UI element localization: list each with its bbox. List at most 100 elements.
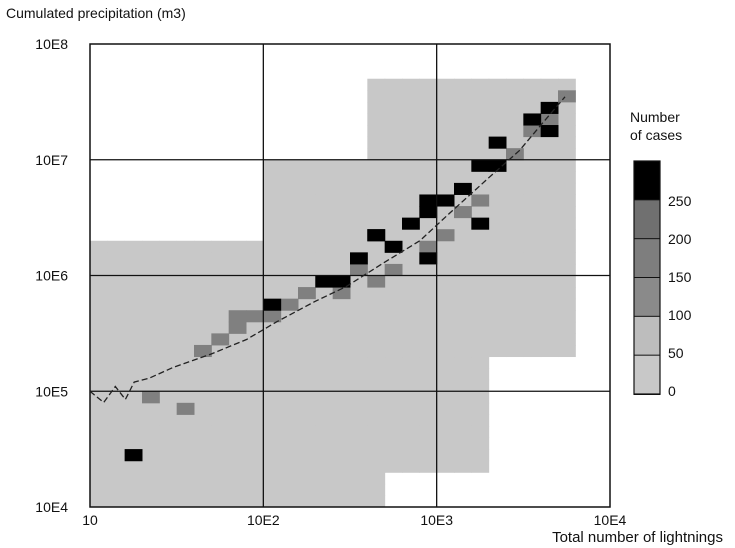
light-cell — [436, 321, 455, 334]
light-cell — [350, 472, 368, 485]
dark-cell — [523, 113, 542, 126]
light-cell — [211, 402, 230, 415]
light-cell — [488, 171, 507, 184]
light-cell — [419, 368, 438, 381]
light-cell — [107, 275, 126, 288]
light-cell — [280, 460, 299, 473]
light-cell — [228, 414, 247, 427]
light-cell — [263, 402, 282, 415]
light-cell — [159, 287, 178, 300]
light-cell — [540, 90, 559, 103]
light-cell — [540, 298, 559, 311]
light-cell — [90, 402, 108, 415]
light-cell — [228, 437, 247, 450]
light-cell — [159, 263, 178, 276]
light-cell — [142, 287, 160, 300]
light-cell — [454, 414, 472, 427]
light-cell — [280, 275, 299, 288]
light-cell — [194, 391, 212, 404]
medium-cell — [332, 287, 351, 300]
light-cell — [471, 333, 490, 346]
light-cell — [558, 240, 576, 253]
light-cell — [315, 391, 334, 404]
light-cell — [402, 321, 420, 334]
light-cell — [419, 414, 438, 427]
light-cell — [436, 159, 455, 172]
light-cell — [488, 125, 507, 138]
light-cell — [159, 321, 178, 334]
light-cell — [298, 414, 316, 427]
light-cell — [488, 263, 507, 276]
light-cell — [246, 356, 264, 369]
light-cell — [506, 321, 524, 334]
light-cell — [142, 414, 160, 427]
light-cell — [332, 217, 351, 230]
light-cell — [454, 148, 472, 161]
light-cell — [488, 240, 507, 253]
light-cell — [211, 344, 230, 358]
light-cell — [280, 240, 299, 253]
light-cell — [159, 437, 178, 450]
light-cell — [350, 310, 368, 323]
light-cell — [263, 495, 282, 508]
x-tick-label: 10E2 — [247, 512, 280, 528]
light-cell — [298, 310, 316, 323]
light-cell — [540, 206, 559, 219]
light-cell — [402, 113, 420, 126]
light-cell — [488, 275, 507, 288]
x-tick-label: 10 — [82, 512, 98, 528]
light-cell — [350, 182, 368, 195]
light-cell — [367, 379, 386, 392]
light-cell — [332, 263, 351, 276]
medium-cell — [142, 391, 160, 404]
light-cell — [176, 495, 195, 508]
light-cell — [488, 194, 507, 207]
light-cell — [523, 252, 542, 265]
light-cell — [246, 344, 264, 358]
light-cell — [194, 414, 212, 427]
light-cell — [540, 252, 559, 265]
light-cell — [246, 379, 264, 392]
light-cell — [124, 275, 143, 288]
light-cell — [263, 425, 282, 439]
light-cell — [142, 449, 160, 462]
x-axis-label: Total number of lightnings — [552, 529, 723, 546]
light-cell — [228, 495, 247, 508]
light-cell — [176, 414, 195, 427]
light-cell — [280, 182, 299, 195]
light-cell — [142, 263, 160, 276]
light-cell — [280, 391, 299, 404]
light-cell — [350, 287, 368, 300]
light-cell — [384, 356, 403, 369]
legend: Number of cases 250 200 150 100 50 0 — [630, 109, 692, 399]
light-cell — [228, 402, 247, 415]
light-cell — [523, 275, 542, 288]
light-cell — [384, 449, 403, 462]
light-cell — [558, 310, 576, 323]
light-cell — [506, 310, 524, 323]
dark-cell — [540, 101, 559, 114]
legend-swatch — [633, 354, 661, 395]
light-cell — [298, 344, 316, 358]
light-cell — [228, 368, 247, 381]
light-cell — [228, 287, 247, 300]
light-cell — [436, 344, 455, 358]
light-cell — [436, 414, 455, 427]
light-cell — [454, 333, 472, 346]
light-cell — [488, 217, 507, 230]
y-tick-label: 10E7 — [35, 152, 68, 168]
light-cell — [194, 437, 212, 450]
light-cell — [90, 252, 108, 265]
light-cell — [523, 229, 542, 242]
light-cell — [523, 148, 542, 161]
light-cell — [107, 402, 126, 415]
light-cell — [280, 379, 299, 392]
light-cell — [384, 217, 403, 230]
light-cell — [384, 171, 403, 184]
light-cell — [142, 275, 160, 288]
light-cell — [436, 333, 455, 346]
light-cell — [471, 263, 490, 276]
light-cell — [558, 159, 576, 172]
light-cell — [419, 449, 438, 462]
light-cell — [315, 402, 334, 415]
